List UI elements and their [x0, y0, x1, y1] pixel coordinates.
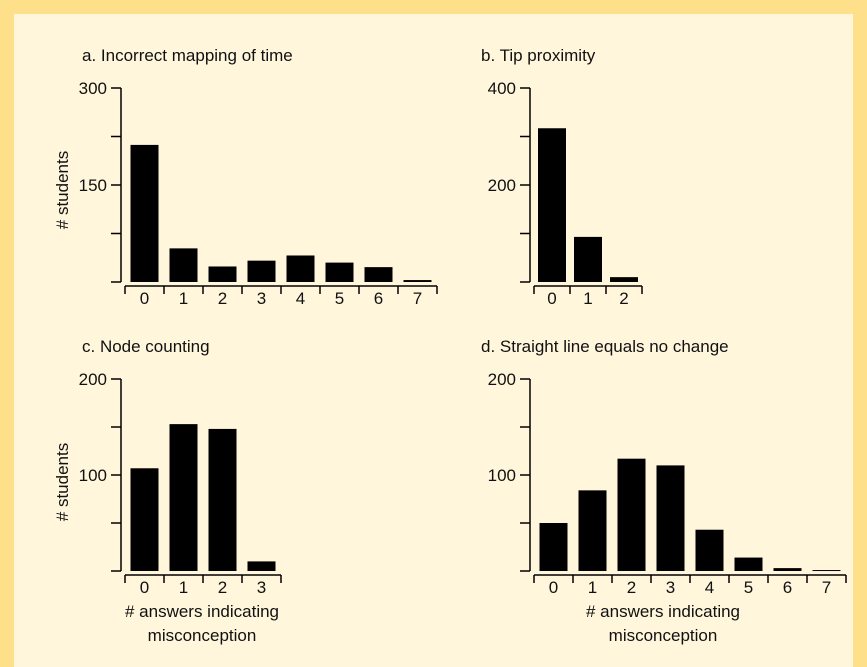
x-tick-label-d-6: 6: [783, 578, 792, 597]
chart-panel-a: a. Incorrect mapping of time 150 300 0 1 2 3 4 5…: [79, 46, 438, 308]
x-tick-label-a-1: 1: [179, 289, 188, 308]
y-tick-label-b-2: 200: [488, 176, 516, 195]
y-axis-label-bottom: # students: [53, 443, 72, 521]
x-tick-label-a-2: 2: [218, 289, 227, 308]
bar-a-7: [403, 280, 432, 282]
bar-b-0: [538, 128, 566, 282]
bar-d-6: [773, 568, 802, 571]
bar-c-0: [130, 468, 159, 571]
x-tick-label-c-3: 3: [257, 578, 266, 597]
y-tick-label-d-2: 100: [488, 466, 516, 485]
chart-title-b: b. Tip proximity: [481, 46, 596, 65]
x-axis-label-c-line1: # answers indicating: [125, 602, 279, 621]
y-tick-label-c-2: 100: [79, 466, 107, 485]
bar-a-1: [169, 248, 198, 282]
bar-a-0: [130, 144, 159, 282]
x-tick-label-b-2: 2: [619, 289, 628, 308]
y-tick-label-a-2: 150: [79, 176, 107, 195]
x-tick-label-a-7: 7: [413, 289, 422, 308]
bar-d-5: [734, 557, 763, 571]
bar-a-5: [325, 262, 354, 282]
x-tick-label-d-3: 3: [666, 578, 675, 597]
x-tick-label-c-1: 1: [179, 578, 188, 597]
bar-d-4: [695, 529, 724, 571]
x-tick-label-d-0: 0: [549, 578, 558, 597]
x-tick-label-c-0: 0: [140, 578, 149, 597]
y-axis-label-top: # students: [53, 151, 72, 229]
x-tick-label-d-7: 7: [822, 578, 831, 597]
x-axis-label-d-line2: misconception: [609, 626, 718, 645]
bar-d-2: [617, 458, 646, 571]
y-tick-label-c-4: 200: [79, 370, 107, 389]
y-tick-label-a-4: 300: [79, 79, 107, 98]
chart-title-a: a. Incorrect mapping of time: [82, 46, 293, 65]
bar-a-3: [247, 260, 276, 282]
bar-b-1: [574, 236, 602, 282]
chart-title-c: c. Node counting: [82, 337, 210, 356]
bar-a-4: [286, 255, 315, 282]
bar-c-2: [208, 428, 237, 571]
bar-d-0: [539, 523, 568, 571]
bar-a-2: [208, 266, 237, 282]
bar-d-1: [578, 490, 607, 571]
x-tick-label-b-0: 0: [547, 289, 556, 308]
bar-b-2: [610, 277, 638, 282]
x-axis-label-c-line2: misconception: [148, 626, 257, 645]
x-tick-label-d-2: 2: [627, 578, 636, 597]
x-tick-label-b-1: 1: [583, 289, 592, 308]
x-tick-label-a-6: 6: [374, 289, 383, 308]
chart-title-d: d. Straight line equals no change: [481, 337, 729, 356]
x-tick-label-a-0: 0: [140, 289, 149, 308]
chart-panel-d: d. Straight line equals no change 100 200 0…: [481, 337, 847, 597]
y-tick-label-b-4: 400: [488, 79, 516, 98]
x-tick-label-d-5: 5: [744, 578, 753, 597]
bar-c-1: [169, 424, 198, 571]
bar-d-7: [812, 570, 841, 572]
x-tick-label-c-2: 2: [218, 578, 227, 597]
x-axis-label-d-line1: # answers indicating: [586, 602, 740, 621]
x-tick-label-a-5: 5: [335, 289, 344, 308]
bar-d-3: [656, 465, 685, 571]
chart-panel-b: b. Tip proximity 200 400 0 1 2: [481, 46, 643, 308]
x-tick-label-a-3: 3: [257, 289, 266, 308]
x-tick-label-a-4: 4: [296, 289, 305, 308]
x-tick-label-d-4: 4: [705, 578, 714, 597]
bar-c-3: [247, 561, 276, 571]
y-tick-label-d-4: 200: [488, 370, 516, 389]
chart-panel-c: c. Node counting 100 200 0 1 2 3: [79, 337, 282, 597]
bar-a-6: [364, 267, 393, 282]
x-tick-label-d-1: 1: [588, 578, 597, 597]
